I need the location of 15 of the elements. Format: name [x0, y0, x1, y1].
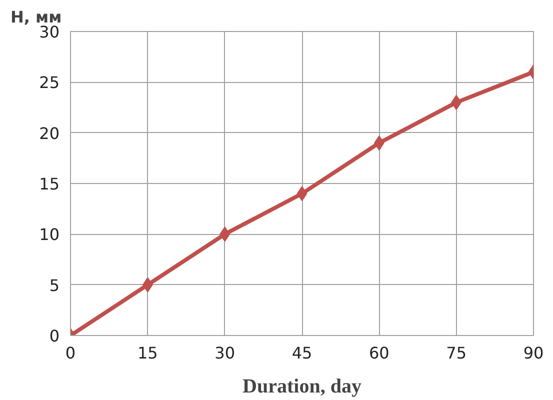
x-tick-label: 90: [523, 344, 544, 362]
y-tick-label: 15: [39, 174, 60, 194]
y-tick-label: 10: [39, 225, 60, 244]
x-tick-label: 0: [65, 344, 76, 362]
y-tick-label: 0: [49, 326, 60, 346]
x-tick-label: 75: [446, 344, 467, 362]
y-tick-label: 25: [39, 73, 60, 92]
x-tick-label: 15: [137, 344, 158, 362]
y-tick-label: 20: [39, 124, 60, 143]
point: [296, 186, 308, 202]
x-axis-title: Duration, day: [242, 376, 362, 398]
x-tick-label: 30: [214, 344, 236, 362]
x-tick-label: 60: [368, 344, 390, 362]
y-tick-label: 5: [49, 276, 60, 295]
x-tick-label: 45: [292, 344, 312, 362]
